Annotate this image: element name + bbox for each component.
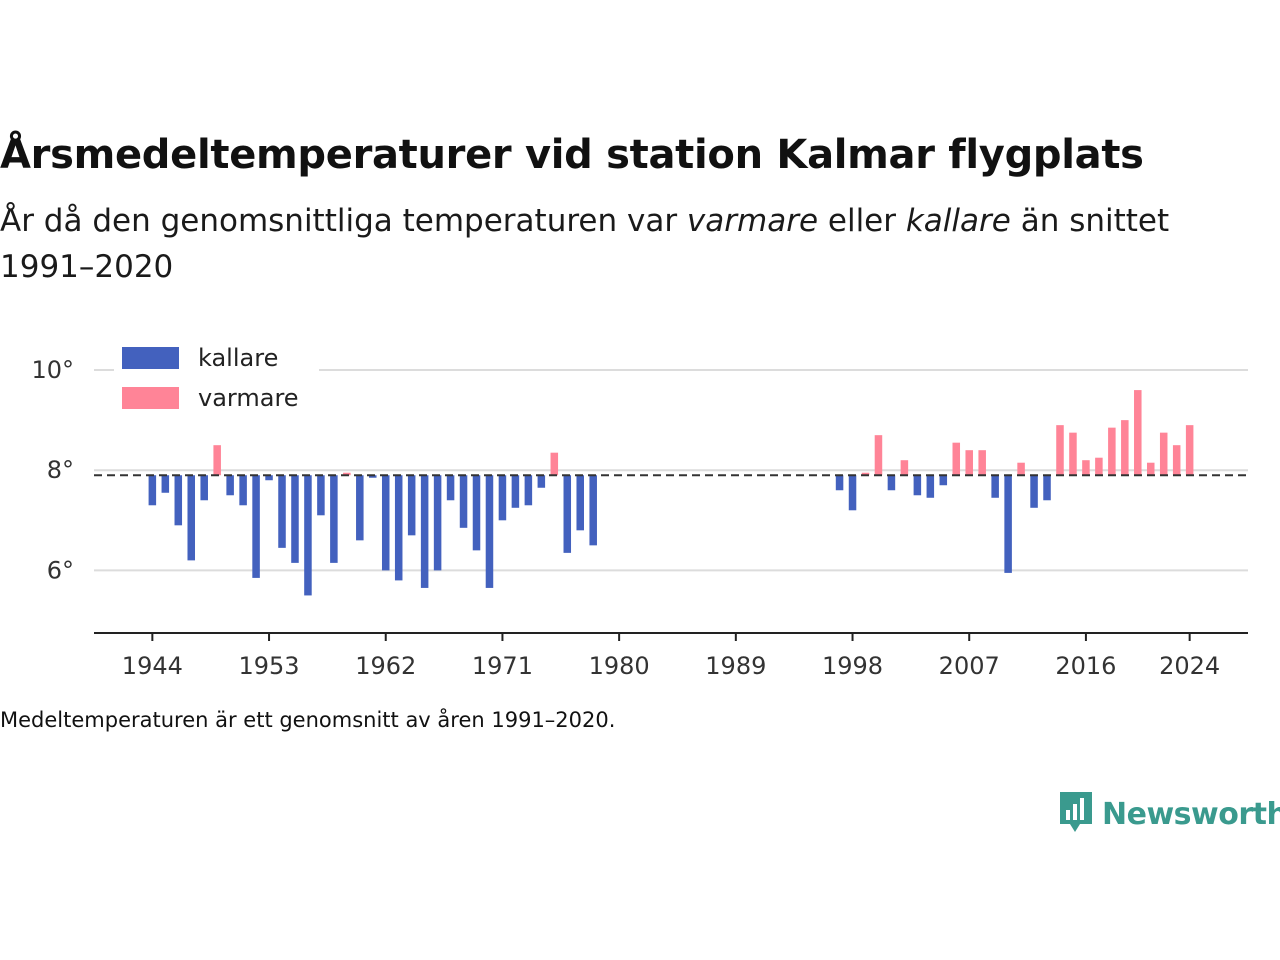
bar-cold [459, 475, 468, 528]
bar-cold [1030, 475, 1038, 508]
bar-cold [576, 475, 584, 531]
brand-logo: Newsworthy [1058, 790, 1280, 838]
x-tick-label: 1962 [355, 652, 416, 680]
subtitle-text-2: eller [818, 203, 906, 239]
bar-warm [900, 460, 909, 476]
chart-subtitle: År då den genomsnittliga temperaturen va… [0, 198, 1220, 290]
bar-warm [1146, 462, 1155, 476]
bar-cold [420, 475, 429, 588]
bar-cold [252, 475, 260, 578]
bar-warm [1159, 432, 1168, 476]
bar-warm [1108, 427, 1116, 476]
bar-chart: 6° 8° 10° 1944 1953 1962 1971 1980 1989 1998 2007 2… [31, 338, 1248, 680]
bar-cold [485, 475, 494, 588]
x-tick-label: 1980 [589, 652, 650, 680]
y-tick-label: 6° [47, 556, 74, 584]
x-tick-label: 2016 [1055, 652, 1116, 680]
bar-warm [1056, 425, 1064, 476]
x-tick-label: 1971 [472, 652, 533, 680]
bar-cold [537, 475, 546, 488]
legend-swatch [122, 387, 179, 409]
bar-cold [187, 475, 196, 561]
subtitle-text-3: än snittet 1991–2020 [0, 203, 1170, 285]
bar-warm [874, 435, 883, 476]
bar-cold [317, 475, 325, 516]
bar-cold [991, 475, 999, 498]
bar-cold [200, 475, 208, 501]
bar-cold [278, 475, 286, 548]
y-tick-label: 10° [31, 356, 74, 384]
bar-cold [161, 475, 170, 493]
bar-cold [304, 475, 312, 596]
legend-swatch [122, 347, 179, 369]
bar-warm [1121, 420, 1129, 476]
y-tick-label: 8° [47, 456, 74, 484]
bar-warm [550, 452, 559, 476]
bar-cold [433, 475, 442, 571]
bar-warm [343, 472, 351, 476]
bar-warm [1185, 425, 1194, 476]
bar-cold [356, 475, 364, 541]
bar-warm [213, 445, 221, 476]
newsworthy-logo-icon [1058, 790, 1094, 838]
bar-warm [1017, 462, 1025, 476]
bar-cold [848, 475, 857, 511]
bar-cold [511, 475, 520, 508]
x-tick-label: 2024 [1159, 652, 1220, 680]
legend-label: kallare [198, 344, 278, 372]
bar-cold [226, 475, 234, 496]
subtitle-text-1: År då den genomsnittliga temperaturen va… [0, 203, 687, 239]
bar-cold [887, 475, 896, 491]
bar-cold [589, 475, 597, 546]
bar-cold [239, 475, 247, 506]
bar-warm [965, 450, 973, 476]
bar-cold [369, 475, 377, 478]
bar-warm [1069, 432, 1077, 476]
bar-cold [524, 475, 533, 506]
bar-cold [265, 475, 273, 481]
x-tick-label: 1989 [705, 652, 766, 680]
x-tick-label: 2007 [939, 652, 1000, 680]
bar-cold [498, 475, 507, 521]
x-tick-label: 1953 [239, 652, 300, 680]
bar-cold [1043, 475, 1051, 501]
bar-cold [1004, 475, 1012, 573]
bar-cold [148, 475, 157, 506]
bar-warm [1095, 457, 1103, 476]
bar-cold [913, 475, 922, 496]
bar-cold [394, 475, 403, 581]
chart-title: Årsmedeltemperaturer vid station Kalmar … [0, 132, 1144, 178]
footnote: Medeltemperaturen är ett genomsnitt av å… [0, 708, 616, 732]
bar-warm [861, 472, 870, 476]
bar-warm [1172, 445, 1181, 476]
bar-cold [330, 475, 338, 563]
legend-label: varmare [198, 384, 299, 412]
x-tick-label: 1998 [822, 652, 883, 680]
bar-cold [926, 475, 935, 498]
subtitle-cold-word: kallare [905, 203, 1011, 239]
x-tick-label: 1944 [122, 652, 183, 680]
bar-cold [174, 475, 183, 526]
bar-cold [835, 475, 844, 491]
bar-warm [1134, 390, 1142, 476]
bar-warm [952, 442, 961, 476]
subtitle-warm-word: varmare [686, 203, 819, 239]
bar-cold [291, 475, 299, 563]
bar-warm [978, 450, 986, 476]
bar-cold [446, 475, 455, 501]
bar-cold [407, 475, 416, 536]
brand-name: Newsworthy [1102, 796, 1280, 832]
bar-cold [563, 475, 572, 553]
bar-cold [939, 475, 948, 486]
bar-cold [381, 475, 390, 571]
bar-cold [472, 475, 481, 551]
bar-warm [1082, 460, 1090, 476]
